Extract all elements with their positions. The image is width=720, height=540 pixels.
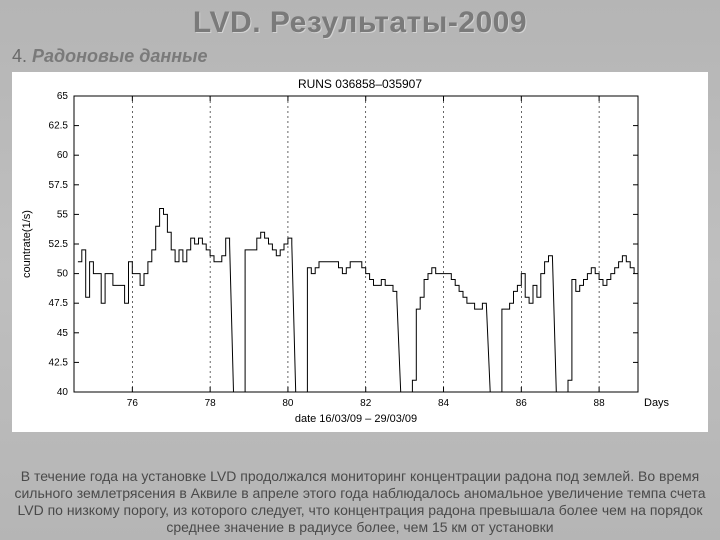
xtick-label: 80 — [282, 398, 294, 409]
ytick-label: 62.5 — [49, 121, 69, 132]
xtick-label: 86 — [516, 398, 528, 409]
section-label: Радоновые данные — [32, 46, 208, 66]
xtick-label: 84 — [438, 398, 450, 409]
ytick-label: 65 — [57, 91, 69, 102]
chart-svg: RUNS 036858–035907 40 42.5 45 47.5 50 52.5 55 57… — [12, 72, 708, 432]
caption-text: В течение года на установке LVD продолжа… — [12, 468, 708, 536]
page-title: LVD. Результаты-2009 — [0, 6, 720, 40]
ytick-label: 42.5 — [49, 357, 69, 368]
y-axis-label: countrate(1/s) — [21, 210, 33, 278]
x-axis-label: date 16/03/09 – 29/03/09 — [295, 413, 417, 425]
section-number: 4. — [12, 46, 27, 66]
radon-chart: RUNS 036858–035907 40 42.5 45 47.5 50 52.5 55 57… — [12, 72, 708, 432]
section-heading: 4. Радоновые данные — [12, 46, 708, 67]
xtick-label: 78 — [205, 398, 217, 409]
ytick-label: 60 — [57, 150, 69, 161]
xtick-label: 88 — [594, 398, 606, 409]
ytick-label: 40 — [57, 387, 69, 398]
ytick-label: 50 — [57, 269, 69, 280]
ytick-label: 47.5 — [49, 298, 69, 309]
chart-title: RUNS 036858–035907 — [298, 77, 422, 91]
xtick-label: 76 — [127, 398, 139, 409]
ytick-label: 45 — [57, 328, 69, 339]
ytick-label: 52.5 — [49, 239, 69, 250]
xtick-label: 82 — [360, 398, 372, 409]
ytick-label: 55 — [57, 209, 69, 220]
ytick-label: 57.5 — [49, 180, 69, 191]
x-axis-right-label: Days — [644, 397, 670, 409]
